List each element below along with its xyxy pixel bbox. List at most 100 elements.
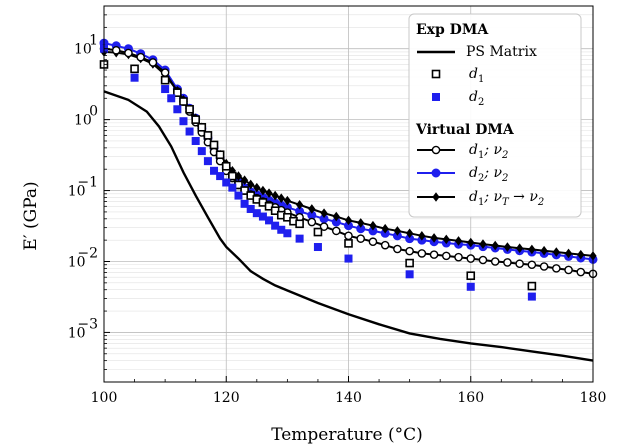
legend-swatch-marker	[431, 168, 441, 178]
y-tick-label: −210	[68, 245, 98, 270]
data-point	[527, 292, 536, 301]
data-point	[240, 186, 249, 195]
legend-box	[408, 13, 582, 218]
legend-label: d2	[469, 89, 484, 108]
data-point	[197, 147, 206, 156]
x-tick-label: 160	[457, 390, 484, 406]
data-point	[283, 195, 291, 206]
data-point	[252, 209, 261, 218]
x-tick-label: 120	[213, 390, 240, 406]
data-point	[130, 64, 139, 74]
y-tick-base: 10	[74, 113, 92, 129]
data-point	[179, 97, 188, 106]
data-point	[442, 234, 450, 245]
legend-swatch-marker	[432, 192, 440, 202]
data-point	[393, 244, 402, 254]
y-tick-base: 10	[68, 184, 86, 200]
x-tick-label: 140	[335, 390, 362, 406]
data-point	[466, 254, 476, 263]
data-point	[332, 211, 340, 222]
data-point	[577, 249, 585, 260]
y-tick-exponent: 0	[89, 104, 98, 120]
legend-entry: d1	[431, 66, 484, 85]
legend-label: d1; ν2	[469, 142, 508, 161]
data-point	[222, 178, 231, 187]
data-point	[344, 215, 353, 226]
data-point	[313, 243, 322, 252]
data-point	[357, 218, 365, 228]
data-point	[516, 243, 524, 253]
data-point	[209, 140, 219, 150]
data-point	[258, 212, 267, 221]
data-point	[253, 182, 261, 193]
y-axis-label: E′ (GPa)	[21, 181, 41, 250]
data-point	[185, 104, 194, 114]
data-point	[381, 223, 389, 234]
data-point	[405, 258, 414, 268]
legend-header: Exp DMA	[416, 22, 489, 38]
data-point	[368, 237, 378, 247]
y-tick-exponent: −3	[77, 316, 98, 332]
x-tick-label: 180	[580, 390, 607, 406]
y-tick-label: −310	[68, 316, 98, 341]
data-point	[197, 122, 207, 132]
data-point	[527, 281, 537, 291]
data-point	[539, 262, 549, 271]
data-point	[564, 265, 573, 275]
data-point	[331, 226, 341, 236]
data-point	[216, 172, 225, 181]
data-point	[185, 127, 194, 136]
data-point	[313, 227, 323, 237]
legend: Exp DMA Virtual DMA PS Matrix d1 d2 d1; ν2 d2;…	[408, 13, 582, 218]
data-point	[527, 260, 537, 270]
y-tick-base: 10	[68, 325, 86, 341]
legend-label: d2; ν2	[469, 165, 508, 184]
data-point	[576, 267, 586, 277]
y-tick-label: 010	[74, 104, 98, 129]
data-point	[161, 85, 170, 94]
data-point	[173, 88, 182, 97]
x-axis-label: Temperature (°C)	[271, 425, 423, 445]
data-point	[369, 220, 377, 231]
series-layer	[99, 38, 598, 362]
data-point	[228, 183, 237, 192]
legend-header: Virtual DMA	[415, 122, 515, 138]
data-point	[503, 258, 512, 267]
data-point	[503, 242, 512, 252]
data-point	[246, 204, 255, 213]
data-point	[124, 48, 133, 58]
legend-swatch-marker	[431, 145, 441, 155]
data-point	[203, 157, 212, 166]
data-point	[466, 282, 475, 291]
data-point	[454, 236, 463, 246]
data-point	[167, 94, 176, 103]
series	[103, 90, 594, 362]
data-point	[283, 229, 292, 238]
data-point	[441, 251, 451, 261]
legend-entry: PS Matrix	[417, 44, 537, 60]
legend-label: d1	[469, 66, 484, 85]
data-point	[380, 240, 390, 250]
data-point	[215, 150, 225, 160]
legend-swatch-marker	[431, 69, 441, 79]
y-tick-exponent: −2	[77, 245, 98, 261]
data-point	[344, 231, 353, 241]
data-point	[429, 250, 439, 259]
data-point	[479, 239, 487, 249]
data-point	[295, 234, 304, 243]
data-point	[270, 206, 280, 216]
data-point	[478, 255, 488, 265]
data-point	[307, 217, 317, 227]
data-point	[417, 249, 427, 258]
legend-swatch-marker	[432, 93, 440, 101]
data-point	[234, 171, 243, 181]
data-point	[430, 233, 438, 243]
data-point	[552, 264, 561, 273]
data-point	[160, 68, 170, 77]
legend-label: d1; νT → ν2	[469, 189, 544, 208]
legend-entry: d2; ν2	[417, 165, 508, 184]
x-tick-labels: 100 120 140 160 180	[91, 390, 607, 406]
data-point	[296, 199, 304, 210]
